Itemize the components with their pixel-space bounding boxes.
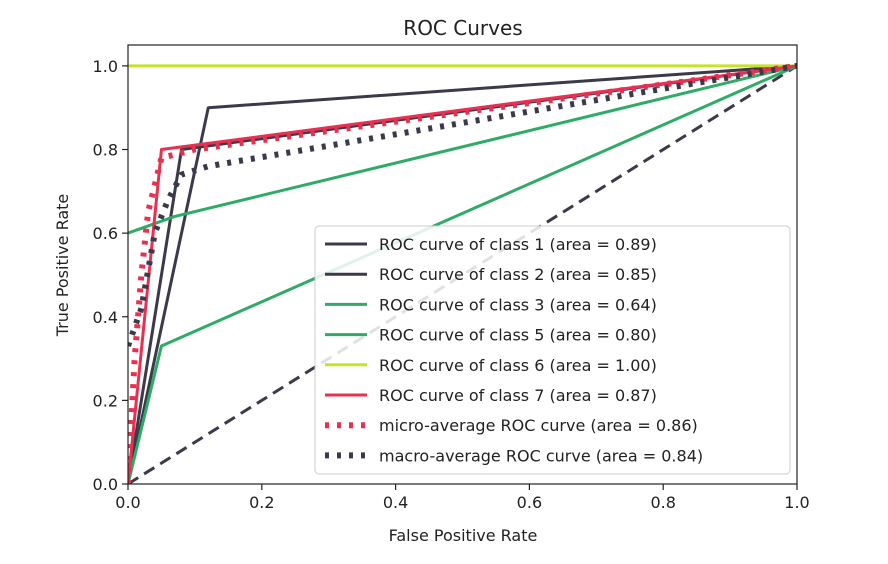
legend-entry-label: macro-average ROC curve (area = 0.84) xyxy=(379,446,703,465)
series-line-4 xyxy=(128,64,797,484)
x-tick-label: 1.0 xyxy=(784,493,809,512)
series-line-1 xyxy=(128,64,797,484)
series-line-7 xyxy=(128,62,797,484)
legend-entry-label: micro-average ROC curve (area = 0.86) xyxy=(379,416,698,435)
legend-box xyxy=(314,225,791,475)
legend-entry-label: ROC curve of class 3 (area = 0.64) xyxy=(379,295,657,314)
x-axis-label: False Positive Rate xyxy=(389,526,538,545)
legend: ROC curve of class 1 (area = 0.89) ROC cu… xyxy=(314,225,791,475)
y-tick-label: 0.8 xyxy=(93,141,118,160)
legend-entry-label: ROC curve of class 7 (area = 0.87) xyxy=(379,386,657,405)
legend-entry-label: ROC curve of class 1 (area = 0.89) xyxy=(379,235,657,254)
x-tick-label: 0.2 xyxy=(249,493,274,512)
plot-area xyxy=(127,44,798,485)
y-tick-label: 0.4 xyxy=(93,308,118,327)
chart-title: ROC Curves xyxy=(403,16,522,40)
y-tick-label: 0.6 xyxy=(93,224,118,243)
x-tick-label: 0.6 xyxy=(517,493,542,512)
curves xyxy=(128,62,797,484)
chance-diagonal-line xyxy=(128,64,797,484)
y-tick-label: 0.2 xyxy=(93,391,118,410)
x-tick-label: 0.8 xyxy=(650,493,675,512)
y-axis-label: True Positive Rate xyxy=(53,194,72,338)
legend-entry-label: ROC curve of class 5 (area = 0.80) xyxy=(379,326,657,345)
y-tick-label: 0.0 xyxy=(93,475,118,494)
legend-entry-label: ROC curve of class 6 (area = 1.00) xyxy=(379,356,657,375)
series-line-8 xyxy=(128,62,797,348)
y-tick-label: 1.0 xyxy=(93,57,118,76)
x-tick-label: 0.0 xyxy=(115,493,140,512)
axis-ticks: 0.0 0.2 0.4 0.6 0.8 1.0 0.0 0.2 0.4 0.6 0.8 1.0 xyxy=(93,57,810,512)
x-tick-label: 0.4 xyxy=(383,493,408,512)
legend-entry-label: ROC curve of class 2 (area = 0.85) xyxy=(379,265,657,284)
series-line-3 xyxy=(128,64,797,235)
axes-frame xyxy=(127,44,798,485)
